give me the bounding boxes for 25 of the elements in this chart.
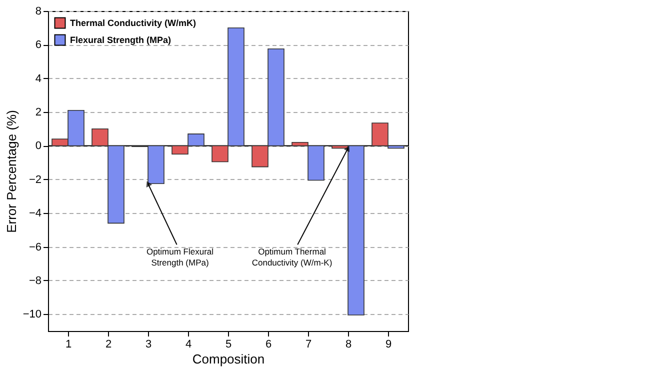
legend-label: Thermal Conductivity (W/mK) <box>70 18 196 28</box>
y-tick-label: −2 <box>28 174 42 186</box>
x-tick-label: 5 <box>225 338 232 350</box>
y-tick-label: 4 <box>35 72 42 85</box>
y-tick-label: 0 <box>35 140 42 152</box>
y-tick-label: 8 <box>35 6 42 18</box>
y-tick-label: −10 <box>22 308 42 321</box>
legend-label: Flexural Strength (MPa) <box>70 35 172 45</box>
annotation: Optimum Flexural Strength (MPa) <box>146 246 214 268</box>
x-tick-label: 1 <box>65 338 72 350</box>
x-tick-label: 9 <box>385 338 392 350</box>
x-axis-title: Composition <box>192 352 265 366</box>
y-tick-label: −8 <box>28 274 42 287</box>
y-tick-label: −6 <box>28 241 42 254</box>
y-tick-label: −4 <box>28 208 42 220</box>
annotation: Optimum Thermal Conductivity (W/m-K) <box>252 246 332 268</box>
x-tick-label: 6 <box>265 338 272 350</box>
x-tick-label: 2 <box>105 338 112 350</box>
x-tick-label: 8 <box>345 338 352 350</box>
x-tick-label: 7 <box>305 338 312 350</box>
x-tick-label: 3 <box>145 338 152 350</box>
y-tick-label: 6 <box>35 39 42 52</box>
x-tick-label: 4 <box>185 338 192 350</box>
y-tick-label: 2 <box>35 106 42 119</box>
y-axis-title: Error Percentage (%) <box>4 110 19 233</box>
